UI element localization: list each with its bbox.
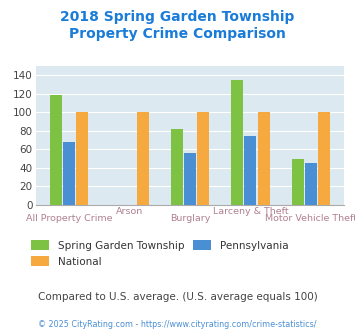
Bar: [231, 80, 243, 205]
Bar: [305, 163, 317, 205]
Bar: [76, 112, 88, 205]
Bar: [318, 112, 330, 205]
Text: Burglary: Burglary: [170, 214, 210, 223]
Text: All Property Crime: All Property Crime: [26, 214, 112, 223]
Bar: [244, 136, 256, 205]
Text: Motor Vehicle Theft: Motor Vehicle Theft: [265, 214, 355, 223]
Text: Arson: Arson: [116, 207, 143, 216]
Text: Compared to U.S. average. (U.S. average equals 100): Compared to U.S. average. (U.S. average …: [38, 292, 317, 302]
Bar: [258, 112, 270, 205]
Text: Larceny & Theft: Larceny & Theft: [213, 207, 288, 216]
Bar: [50, 95, 62, 205]
Legend: Spring Garden Township, National, Pennsylvania: Spring Garden Township, National, Pennsy…: [27, 236, 293, 271]
Bar: [63, 142, 75, 205]
Bar: [197, 112, 209, 205]
Bar: [291, 159, 304, 205]
Text: © 2025 CityRating.com - https://www.cityrating.com/crime-statistics/: © 2025 CityRating.com - https://www.city…: [38, 320, 317, 329]
Bar: [137, 112, 149, 205]
Bar: [184, 153, 196, 205]
Text: 2018 Spring Garden Township
Property Crime Comparison: 2018 Spring Garden Township Property Cri…: [60, 10, 295, 41]
Bar: [170, 129, 183, 205]
